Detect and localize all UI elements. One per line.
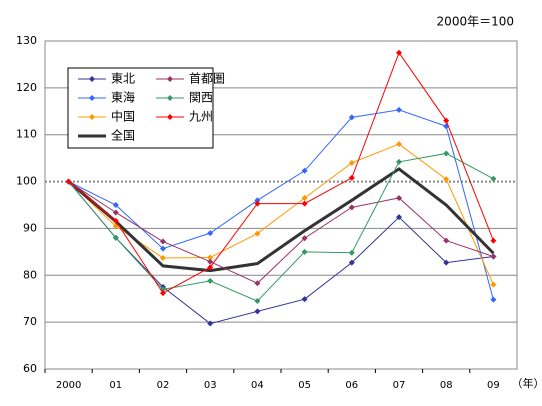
legend-label: 中国 bbox=[111, 109, 135, 124]
x-tick-label: 09 bbox=[487, 380, 500, 391]
data-point bbox=[490, 281, 497, 288]
data-point bbox=[254, 308, 261, 315]
data-point bbox=[490, 175, 497, 182]
y-tick-label: 80 bbox=[23, 268, 37, 281]
data-point bbox=[65, 178, 72, 185]
y-tick-label: 90 bbox=[23, 221, 37, 234]
data-point bbox=[443, 259, 450, 266]
y-tick-label: 110 bbox=[16, 128, 37, 141]
data-point bbox=[112, 217, 119, 224]
annotation: 2000年＝100 bbox=[437, 15, 514, 29]
data-point bbox=[301, 235, 308, 242]
data-point bbox=[348, 114, 355, 121]
legend-marker bbox=[167, 114, 173, 120]
legend-marker bbox=[167, 76, 173, 82]
data-point bbox=[112, 202, 119, 208]
data-point bbox=[443, 237, 450, 244]
data-point bbox=[348, 159, 355, 166]
data-point bbox=[160, 245, 166, 252]
legend-marker bbox=[89, 114, 95, 120]
x-tick-label: 03 bbox=[204, 380, 217, 391]
legend-marker bbox=[167, 95, 173, 101]
data-point bbox=[254, 280, 261, 287]
data-point bbox=[160, 290, 166, 297]
y-tick-label: 120 bbox=[16, 81, 37, 94]
data-point bbox=[254, 298, 261, 305]
data-point bbox=[348, 204, 355, 211]
data-point bbox=[301, 194, 308, 201]
data-point bbox=[396, 214, 402, 221]
x-tick-label: 08 bbox=[440, 380, 453, 391]
series-line bbox=[68, 181, 494, 284]
y-tick-label: 70 bbox=[23, 315, 37, 328]
data-point bbox=[254, 200, 261, 207]
legend-label: 東海 bbox=[111, 90, 135, 105]
data-point bbox=[254, 197, 261, 204]
data-point bbox=[160, 254, 166, 261]
data-point bbox=[443, 176, 450, 183]
data-point bbox=[301, 248, 308, 255]
series-line bbox=[68, 143, 494, 285]
series-line bbox=[68, 51, 494, 294]
data-point bbox=[348, 259, 355, 266]
x-tick-label: 05 bbox=[298, 380, 311, 391]
legend-label: 関西 bbox=[189, 91, 213, 105]
x-tick-label: 02 bbox=[157, 380, 170, 391]
data-point bbox=[396, 194, 402, 201]
data-point bbox=[443, 150, 450, 157]
data-point bbox=[207, 277, 214, 284]
data-point bbox=[396, 141, 402, 148]
legend-label: 東北 bbox=[111, 72, 135, 86]
legend-marker bbox=[89, 95, 95, 101]
data-point bbox=[301, 167, 308, 174]
data-point bbox=[207, 230, 214, 237]
legend-marker bbox=[89, 76, 95, 82]
y-tick-label: 130 bbox=[16, 34, 37, 47]
data-point bbox=[490, 237, 497, 244]
legend-label: 九州 bbox=[189, 110, 213, 124]
data-point bbox=[207, 254, 214, 261]
y-tick-label: 60 bbox=[23, 362, 37, 375]
data-point bbox=[396, 106, 402, 113]
data-point bbox=[348, 174, 355, 181]
y-tick-label: 100 bbox=[16, 175, 37, 188]
data-point bbox=[207, 320, 214, 327]
data-point bbox=[207, 264, 214, 271]
x-tick-label: 04 bbox=[251, 380, 264, 391]
x-tick-label: 01 bbox=[109, 380, 122, 391]
x-tick-label: 07 bbox=[393, 380, 406, 391]
x-tick-label: 2000 bbox=[56, 380, 81, 391]
x-tick-label: 06 bbox=[345, 380, 358, 391]
data-point bbox=[301, 200, 308, 207]
data-point bbox=[301, 296, 308, 303]
data-point bbox=[207, 258, 214, 265]
series-line bbox=[68, 152, 494, 302]
data-point bbox=[348, 249, 355, 256]
data-point bbox=[160, 238, 166, 245]
data-point bbox=[396, 49, 402, 56]
x-unit: （年） bbox=[512, 376, 542, 390]
data-point bbox=[396, 158, 402, 165]
data-point bbox=[490, 296, 497, 303]
data-point bbox=[443, 117, 450, 124]
data-point bbox=[112, 234, 119, 241]
data-point bbox=[254, 230, 261, 237]
data-point bbox=[112, 209, 119, 216]
series-line bbox=[67, 167, 495, 273]
data-point bbox=[490, 253, 497, 260]
legend-label: 首都圏 bbox=[189, 72, 225, 86]
series-line bbox=[68, 181, 494, 325]
legend-label: 全国 bbox=[111, 128, 135, 143]
